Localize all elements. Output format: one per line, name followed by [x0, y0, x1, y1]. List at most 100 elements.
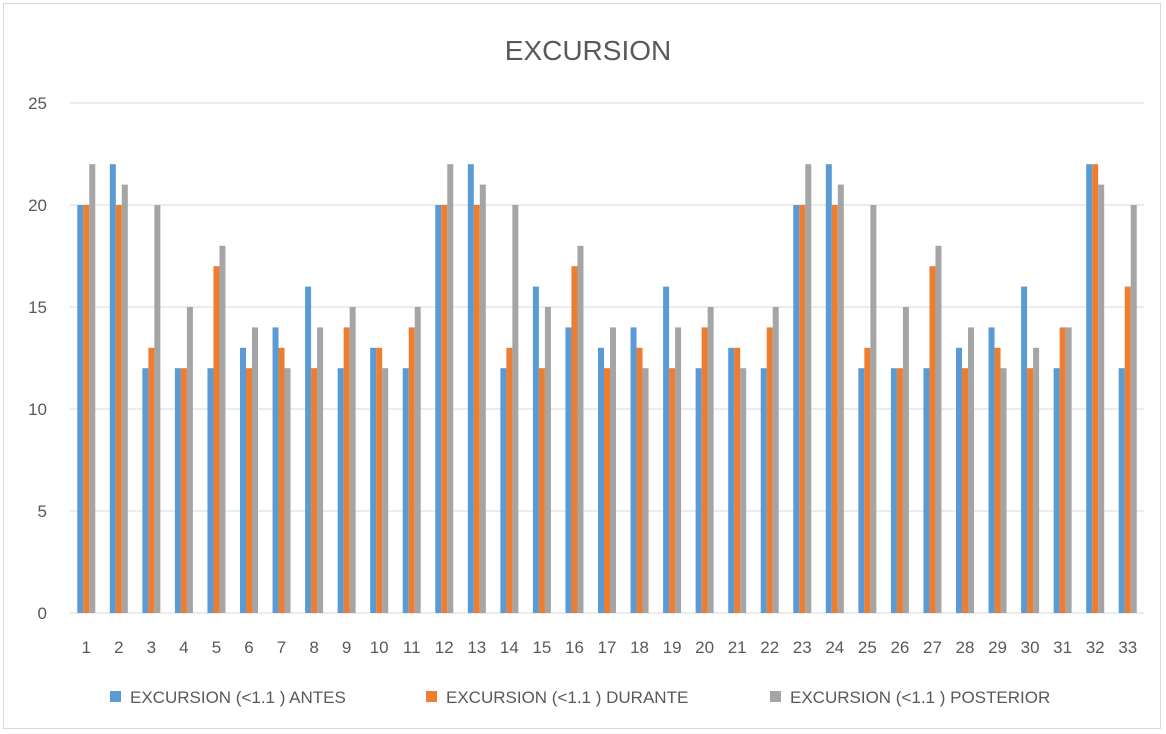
- x-tick-label: 17: [598, 638, 617, 657]
- bar-2-11: [408, 327, 415, 613]
- bar-2-18: [636, 347, 643, 613]
- x-tick-label: 12: [435, 638, 454, 657]
- x-tick-label: 4: [179, 638, 188, 657]
- bar-2-13: [473, 205, 480, 613]
- chart-title: EXCURSION: [505, 35, 671, 66]
- legend-swatch-3: [770, 691, 781, 702]
- x-tick-label: 1: [82, 638, 91, 657]
- bar-3-22: [772, 307, 779, 613]
- bar-3-6: [252, 327, 258, 613]
- bar-3-30: [1033, 347, 1040, 613]
- y-tick-label: 25: [28, 94, 47, 113]
- bar-1-17: [598, 347, 604, 613]
- x-axis-ticks: 1 2 3 4 5 6 7 8 9 10 11 12 13 14 15 16 17 18 19 20 21 22 23 24 2…: [82, 638, 1138, 657]
- bar-3-9: [349, 307, 356, 613]
- bar-3-13: [479, 184, 486, 613]
- x-tick-label: 23: [793, 638, 812, 657]
- x-tick-label: 22: [760, 638, 779, 657]
- x-tick-label: 2: [114, 638, 123, 657]
- x-tick-label: 20: [695, 638, 714, 657]
- bar-2-12: [441, 205, 448, 613]
- x-tick-label: 19: [663, 638, 682, 657]
- x-tick-label: 10: [370, 638, 389, 657]
- x-tick-label: 14: [500, 638, 519, 657]
- bar-2-23: [799, 205, 806, 613]
- x-tick-label: 7: [277, 638, 286, 657]
- bar-2-10: [376, 347, 383, 613]
- bar-1-6: [240, 347, 246, 613]
- bar-2-24: [831, 205, 838, 613]
- bar-2-1: [83, 205, 90, 613]
- bar-1-15: [532, 286, 539, 613]
- legend: EXCURSION (<1.1 ) ANTES EXCURSION (<1.1 )…: [110, 688, 1050, 707]
- bar-3-32: [1098, 184, 1105, 613]
- bar-1-12: [435, 205, 442, 613]
- bar-3-33: [1130, 205, 1137, 613]
- bar-2-28: [962, 368, 968, 613]
- y-tick-label: 0: [38, 604, 47, 623]
- bar-1-24: [825, 164, 832, 613]
- bar-3-29: [1000, 368, 1007, 613]
- bar-1-4: [174, 368, 181, 613]
- legend-label-2: EXCURSION (<1.1 ) DURANTE: [446, 688, 688, 707]
- x-tick-label: 29: [988, 638, 1007, 657]
- y-tick-label: 15: [28, 298, 47, 317]
- bar-2-19: [669, 368, 676, 613]
- x-tick-label: 28: [956, 638, 975, 657]
- bar-2-3: [148, 347, 155, 613]
- bar-2-20: [701, 327, 708, 613]
- bar-1-13: [467, 164, 474, 613]
- bar-3-24: [837, 184, 844, 613]
- bar-1-28: [956, 347, 962, 613]
- bars: [77, 164, 1137, 614]
- bar-2-22: [766, 327, 773, 613]
- y-axis-ticks: 0 5 10 15 20 25: [28, 94, 47, 623]
- bar-2-30: [1027, 368, 1034, 613]
- x-tick-label: 24: [825, 638, 844, 657]
- bar-1-26: [890, 368, 897, 613]
- bar-1-5: [207, 368, 214, 613]
- bar-1-7: [272, 327, 279, 613]
- legend-label-1: EXCURSION (<1.1 ) ANTES: [130, 688, 346, 707]
- bar-1-2: [109, 164, 116, 613]
- bar-3-12: [447, 164, 454, 613]
- x-tick-label: 21: [728, 638, 747, 657]
- y-tick-label: 5: [38, 502, 47, 521]
- bar-3-25: [870, 205, 877, 613]
- bar-2-4: [180, 368, 187, 613]
- x-tick-label: 11: [403, 638, 421, 657]
- bar-3-3: [154, 205, 161, 613]
- x-tick-label: 32: [1086, 638, 1105, 657]
- bar-1-33: [1118, 368, 1125, 613]
- bar-1-14: [500, 368, 507, 613]
- bar-3-27: [935, 245, 942, 614]
- bar-1-16: [565, 327, 572, 613]
- y-tick-label: 10: [28, 400, 47, 419]
- x-tick-label: 27: [923, 638, 942, 657]
- legend-swatch-1: [110, 691, 121, 702]
- bar-1-27: [923, 368, 930, 613]
- bar-1-9: [337, 368, 344, 613]
- x-tick-label: 6: [244, 638, 253, 657]
- bar-1-11: [402, 368, 409, 613]
- bar-1-31: [1053, 368, 1060, 613]
- x-tick-label: 16: [565, 638, 584, 657]
- bar-1-19: [663, 286, 670, 613]
- x-tick-label: 18: [630, 638, 649, 657]
- bar-1-21: [728, 347, 735, 613]
- x-tick-label: 9: [342, 638, 351, 657]
- bar-2-15: [538, 368, 545, 613]
- bar-2-25: [864, 347, 871, 613]
- bar-2-27: [929, 266, 936, 613]
- bar-3-17: [610, 327, 616, 613]
- bar-2-29: [994, 347, 1001, 613]
- bar-3-20: [707, 307, 714, 613]
- bar-3-15: [544, 307, 551, 613]
- x-tick-label: 25: [858, 638, 877, 657]
- bar-1-1: [77, 205, 84, 613]
- bar-2-14: [506, 347, 513, 613]
- bar-3-4: [186, 307, 193, 613]
- legend-swatch-2: [426, 691, 437, 702]
- bar-1-20: [695, 368, 702, 613]
- legend-label-3: EXCURSION (<1.1 ) POSTERIOR: [790, 688, 1050, 707]
